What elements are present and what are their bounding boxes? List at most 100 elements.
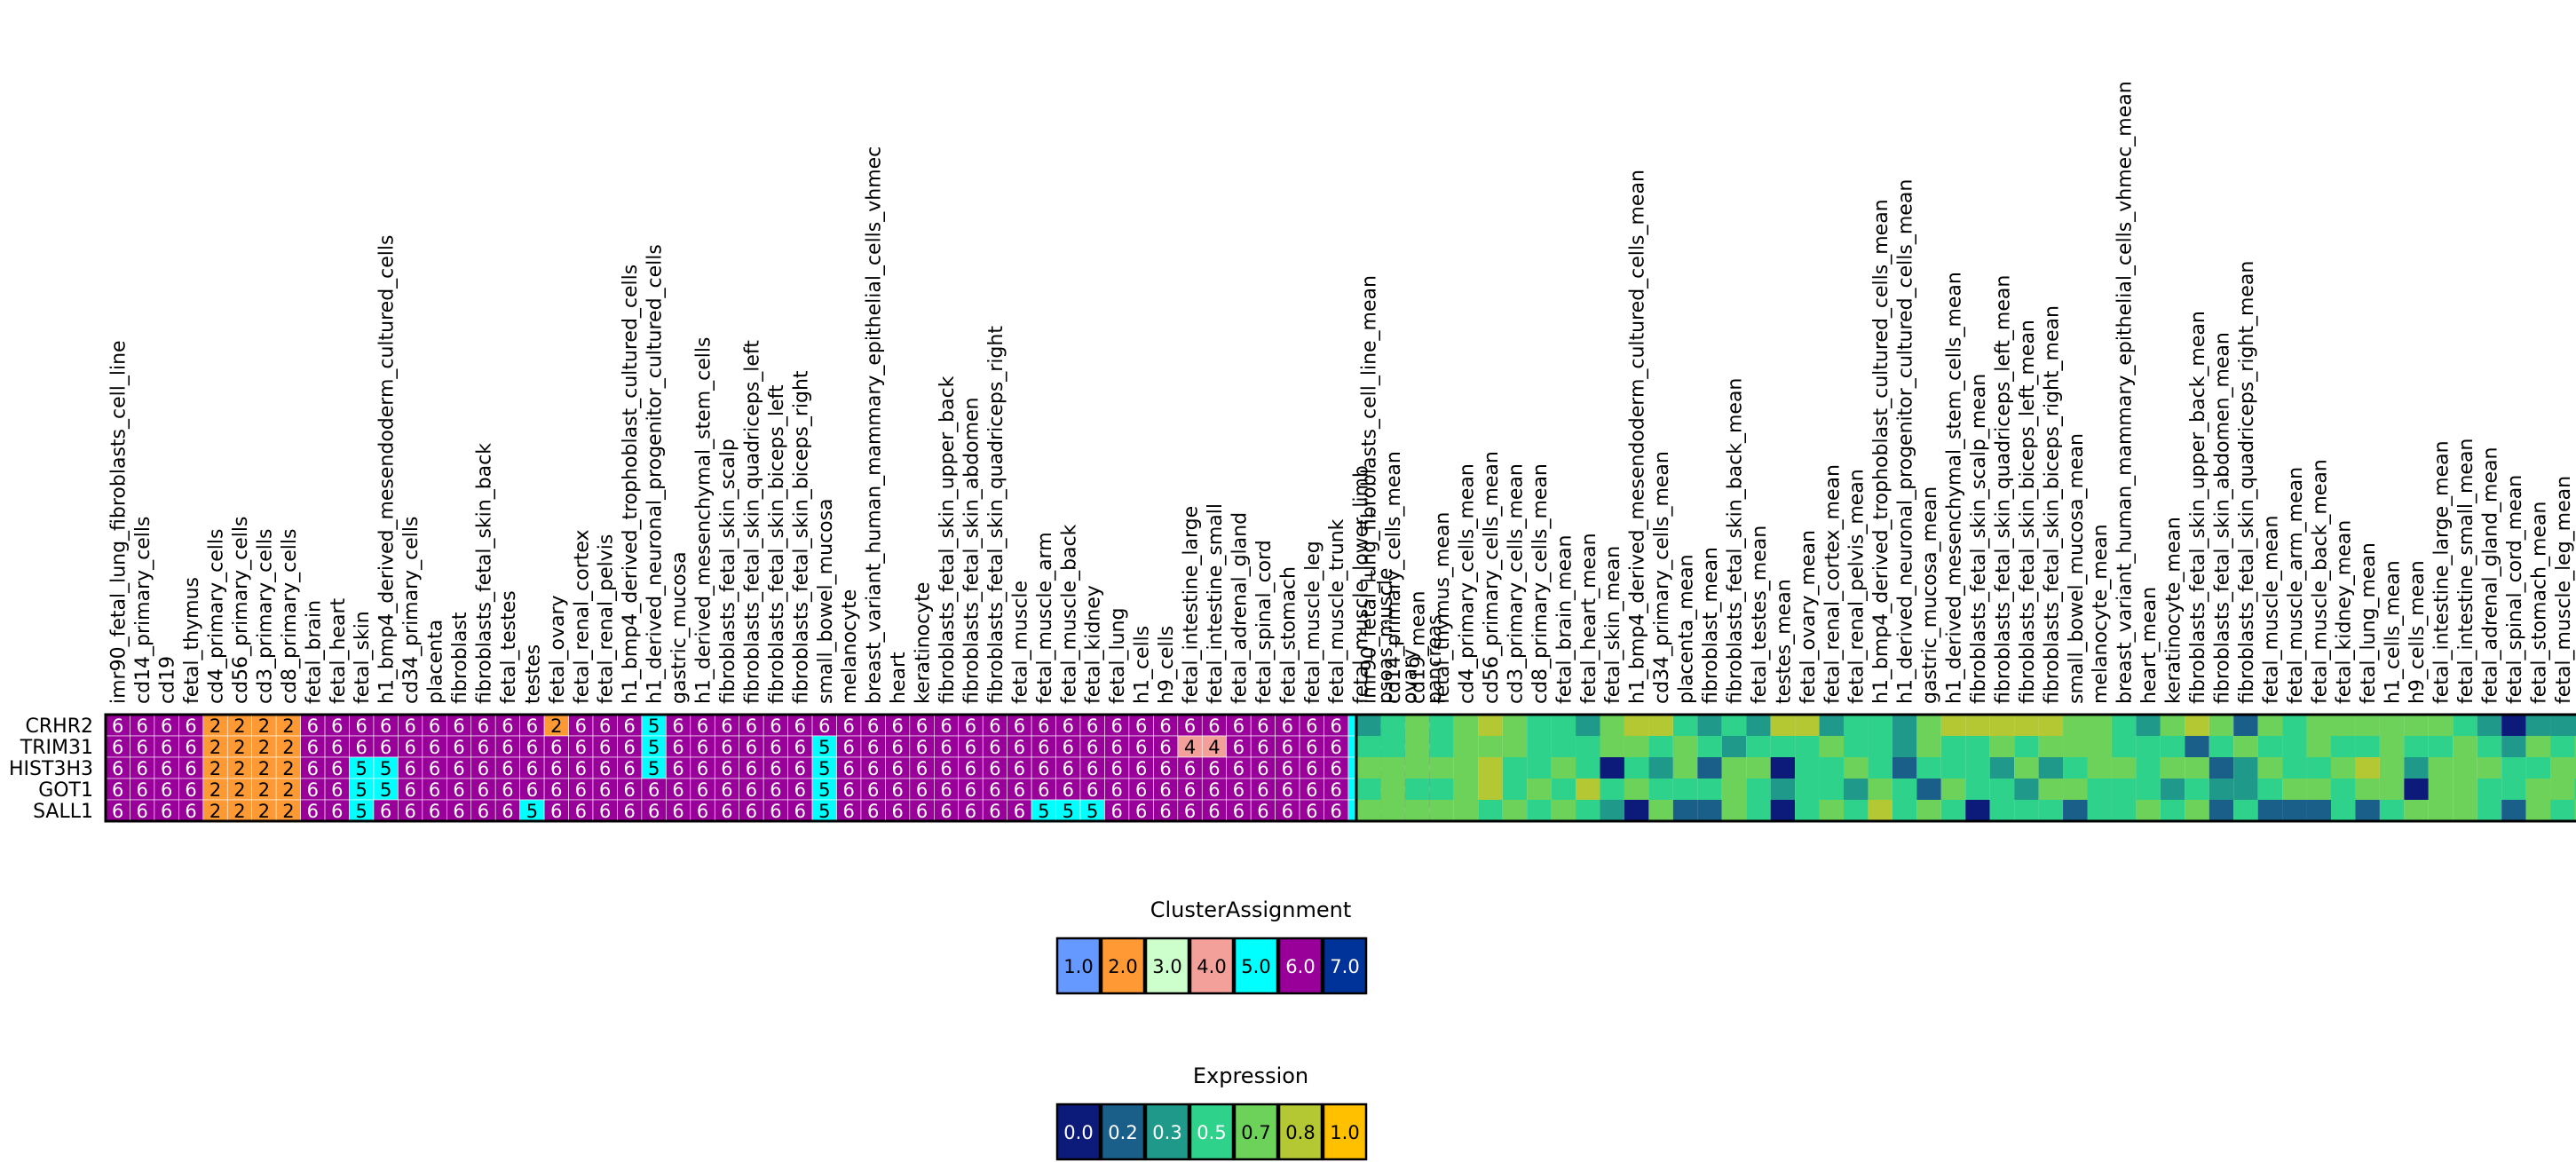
- cluster-cell-label: 5: [380, 779, 391, 801]
- cluster-cell-label: 6: [307, 801, 319, 822]
- cluster-cell-label: 6: [1233, 758, 1245, 779]
- expression-cell: [1551, 800, 1576, 821]
- cluster-cell: [934, 799, 960, 822]
- cluster-cell-label: 6: [478, 715, 489, 737]
- column-label: cd34_primary_cells_mean: [1651, 451, 1673, 704]
- column-label: melanocyte: [839, 589, 861, 704]
- cluster-cell-label: 6: [478, 737, 489, 758]
- expression-cell: [2306, 736, 2331, 757]
- expression-cell: [1576, 736, 1600, 757]
- column-label: fibroblast_mean: [1700, 547, 1722, 704]
- cluster-cell-label: 6: [478, 801, 489, 822]
- cluster-cell: [178, 756, 204, 779]
- cluster-cell: [324, 778, 350, 801]
- expression-cell: [2525, 779, 2551, 800]
- cluster-cell: [1079, 756, 1105, 779]
- column-label: cd34_primary_cells: [400, 517, 423, 704]
- cluster-cell-label: 2: [209, 801, 221, 822]
- cluster-cell: [811, 756, 837, 779]
- column-label: fetal_spinal_cord_mean: [2504, 475, 2526, 704]
- cluster-cell: [909, 756, 935, 779]
- expression-cell: [2550, 715, 2575, 736]
- cluster-cell-label: 6: [1331, 779, 1342, 801]
- expression-cell: [2014, 715, 2039, 736]
- expression-cell: [1478, 800, 1503, 821]
- cluster-cell: [1201, 756, 1228, 779]
- cluster-cell-label: 6: [770, 715, 781, 737]
- cluster-cell-label: 5: [356, 758, 367, 779]
- expression-cell: [2477, 715, 2502, 736]
- expression-cell: [2355, 800, 2380, 821]
- expression-legend-swatch: [1055, 1103, 1102, 1161]
- cluster-cell: [543, 714, 569, 737]
- expression-cell: [1502, 800, 1528, 821]
- cluster-cell-label: 6: [843, 737, 855, 758]
- cluster-cell-label: 2: [282, 801, 294, 822]
- expression-cell: [2379, 715, 2405, 736]
- cluster-cell-label: 6: [502, 715, 513, 737]
- cluster-cell-label: 6: [478, 758, 489, 779]
- expression-cell: [1892, 715, 1917, 736]
- expression-cell: [1672, 715, 1698, 736]
- column-label: cd19_mean: [1408, 591, 1430, 704]
- cluster-cell-label: 5: [380, 758, 391, 779]
- expression-cell: [2185, 736, 2209, 757]
- expression-legend-label: 0.7: [1241, 1122, 1270, 1143]
- column-label: small_bowel_mucosa: [815, 498, 837, 704]
- cluster-cell-label: 6: [1014, 801, 1025, 822]
- cluster-legend-swatch: [1322, 937, 1368, 995]
- cluster-cell: [300, 756, 326, 779]
- cluster-cell: [641, 799, 667, 822]
- column-label: fetal_skin: [352, 611, 374, 704]
- cluster-cell: [251, 778, 277, 801]
- cluster-cell-label: 6: [891, 779, 903, 801]
- expression-cell: [1868, 715, 1892, 736]
- cluster-cell-label: 6: [136, 758, 147, 779]
- expression-cell: [1600, 800, 1624, 821]
- cluster-cell: [1128, 756, 1154, 779]
- column-label: breast_variant_human_mammary_epithelial_…: [2114, 81, 2137, 704]
- expression-cell: [2477, 736, 2502, 757]
- cluster-cell-label: 6: [356, 737, 367, 758]
- cluster-cell-label: 6: [965, 779, 976, 801]
- column-label: keratinocyte: [913, 582, 935, 704]
- cluster-cell-label: 6: [1233, 779, 1245, 801]
- cluster-cell: [592, 778, 618, 801]
- cluster-cell: [592, 714, 618, 737]
- expression-cell: [1819, 757, 1844, 779]
- cluster-cell-label: 6: [526, 737, 538, 758]
- cluster-cell-label: 5: [648, 737, 660, 758]
- expression-cell: [1600, 757, 1624, 779]
- expression-cell: [1380, 736, 1405, 757]
- column-label: small_bowel_mucosa_mean: [2066, 433, 2088, 704]
- expression-cell: [2160, 736, 2185, 757]
- cluster-cell-label: 6: [1038, 779, 1049, 801]
- cluster-cell: [982, 756, 1007, 779]
- cluster-cell: [324, 799, 350, 822]
- expression-cell: [2501, 736, 2526, 757]
- cluster-cell: [568, 799, 594, 822]
- cluster-cell-label: 6: [1184, 758, 1196, 779]
- cluster-cell: [1055, 735, 1081, 758]
- cluster-cell: [543, 778, 569, 801]
- expression-mean-heatmap: imr90_fetal_lung_fibroblasts_cell_line_m…: [1355, 81, 2576, 823]
- expression-legend-swatch: [1189, 1103, 1235, 1161]
- expression-cell: [1404, 757, 1430, 779]
- row-label: SALL1: [33, 801, 93, 823]
- column-label: placenta: [425, 620, 447, 704]
- expression-cell: [1721, 779, 1747, 800]
- cluster-cell-label: 6: [307, 779, 319, 801]
- expression-cell: [2257, 757, 2283, 779]
- cluster-cell-label: 6: [575, 758, 587, 779]
- cluster-cell: [446, 756, 472, 779]
- cluster-legend-label: 1.0: [1063, 956, 1093, 977]
- cluster-cell-label: 6: [965, 737, 976, 758]
- expression-cell: [2428, 757, 2454, 779]
- expression-cell: [1746, 800, 1771, 821]
- column-label: cd8_primary_cells_mean: [1529, 463, 1552, 704]
- cluster-cell-label: 6: [502, 801, 513, 822]
- column-label: fibroblasts_fetal_skin_scalp: [717, 439, 739, 704]
- cluster-cell-label: 6: [867, 758, 879, 779]
